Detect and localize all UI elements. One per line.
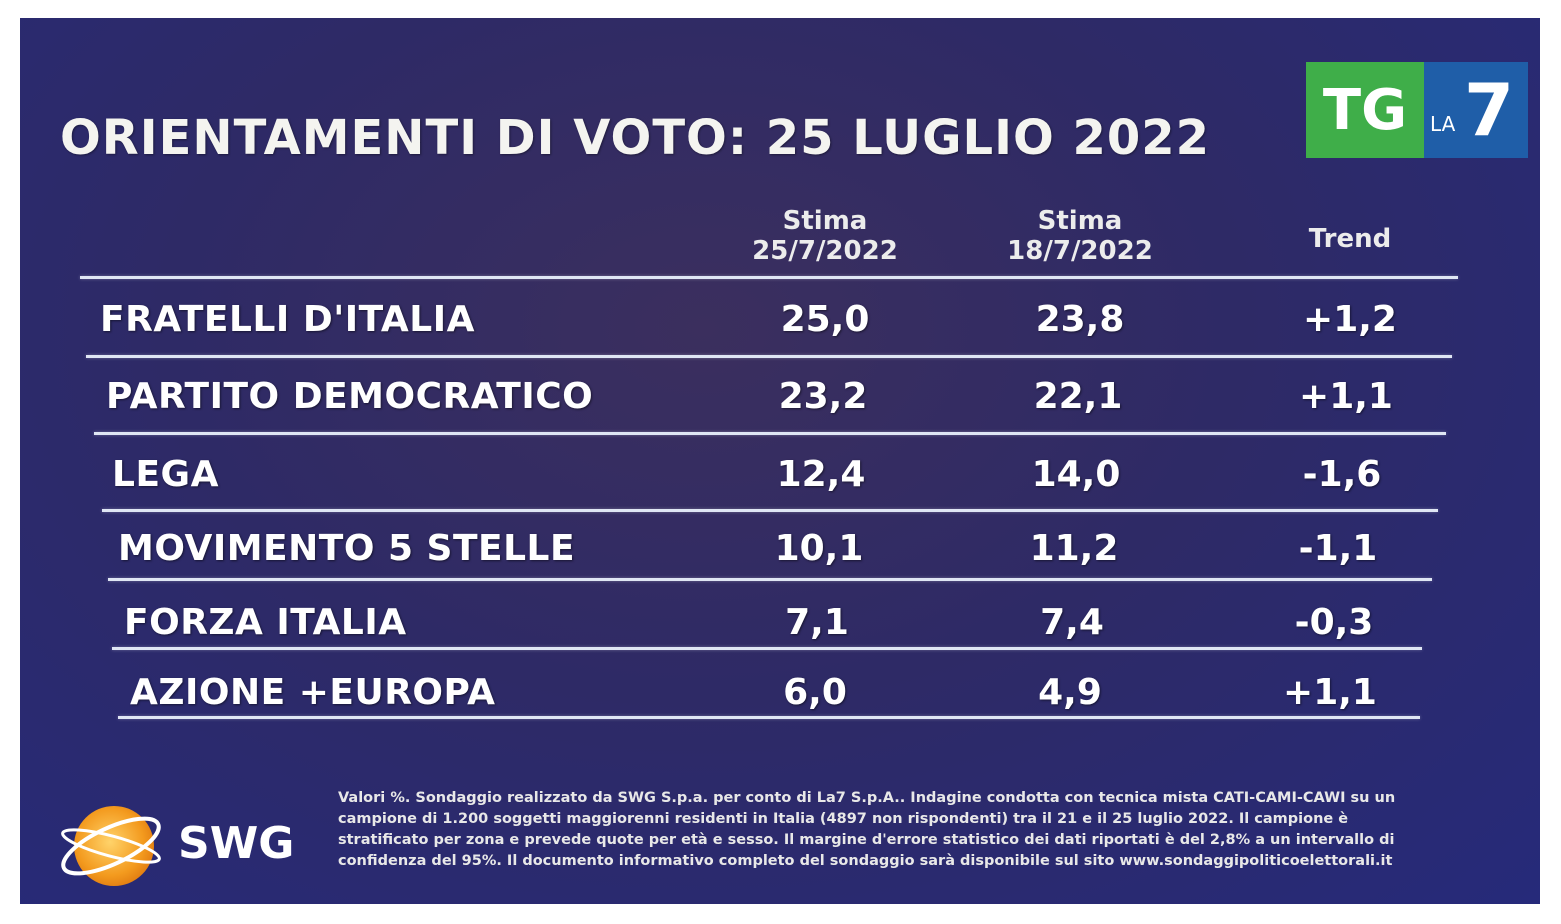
value-previous: 4,9 bbox=[1038, 672, 1102, 713]
party-name: PARTITO DEMOCRATICO bbox=[106, 376, 594, 417]
column-header: Stima 18/7/2022 bbox=[980, 206, 1180, 266]
value-current: 25,0 bbox=[780, 299, 870, 340]
methodology-note: Valori %. Sondaggio realizzato da SWG S.… bbox=[338, 790, 1396, 869]
party-name: FRATELLI D'ITALIA bbox=[100, 299, 475, 340]
value-previous: 22,1 bbox=[1033, 376, 1123, 417]
value-trend: +1,1 bbox=[1299, 376, 1393, 417]
value-current: 6,0 bbox=[783, 672, 847, 713]
party-name: LEGA bbox=[112, 454, 219, 495]
party-name: MOVIMENTO 5 STELLE bbox=[118, 528, 576, 569]
column-header: Stima 25/7/2022 bbox=[725, 206, 925, 266]
value-previous: 14,0 bbox=[1031, 454, 1121, 495]
broadcast-screen: ORIENTAMENTI DI VOTO: 25 LUGLIO 2022 TG … bbox=[20, 18, 1540, 904]
column-header-line1: Trend bbox=[1308, 224, 1392, 254]
value-previous: 7,4 bbox=[1040, 602, 1104, 643]
page-title: ORIENTAMENTI DI VOTO: 25 LUGLIO 2022 bbox=[60, 110, 1211, 166]
value-trend: -1,1 bbox=[1298, 528, 1378, 569]
value-current: 7,1 bbox=[785, 602, 849, 643]
tg-la7-logo: TG LA 7 bbox=[1306, 62, 1528, 158]
value-current: 10,1 bbox=[774, 528, 864, 569]
swg-globe-icon bbox=[61, 806, 161, 886]
value-trend: +1,2 bbox=[1303, 299, 1397, 340]
column-header-line2: 25/7/2022 bbox=[752, 236, 898, 266]
seven-logo-text: 7 bbox=[1464, 68, 1515, 152]
party-name: AZIONE +EUROPA bbox=[130, 672, 496, 713]
tg-logo-text: TG bbox=[1306, 62, 1424, 158]
value-current: 12,4 bbox=[776, 454, 866, 495]
value-current: 23,2 bbox=[778, 376, 868, 417]
value-previous: 11,2 bbox=[1029, 528, 1119, 569]
column-header-line1: Stima bbox=[782, 206, 868, 236]
value-trend: -1,6 bbox=[1302, 454, 1382, 495]
party-name: FORZA ITALIA bbox=[124, 602, 407, 643]
la-logo-text: LA bbox=[1430, 112, 1456, 136]
value-previous: 23,8 bbox=[1035, 299, 1125, 340]
row-divider bbox=[94, 432, 1446, 435]
row-divider bbox=[112, 647, 1422, 650]
column-header-line2: 18/7/2022 bbox=[1007, 236, 1153, 266]
column-header-line1: Stima bbox=[1037, 206, 1123, 236]
swg-logo: SWG bbox=[56, 798, 336, 893]
row-divider bbox=[80, 276, 1458, 279]
row-divider bbox=[108, 578, 1432, 581]
column-header: Trend bbox=[1250, 224, 1450, 254]
row-divider bbox=[86, 355, 1452, 358]
value-trend: +1,1 bbox=[1283, 672, 1377, 713]
row-divider bbox=[118, 716, 1420, 719]
value-trend: -0,3 bbox=[1294, 602, 1374, 643]
swg-brand-text: SWG bbox=[178, 818, 295, 869]
row-divider bbox=[102, 509, 1438, 512]
la7-logo-block: LA 7 bbox=[1424, 62, 1528, 158]
